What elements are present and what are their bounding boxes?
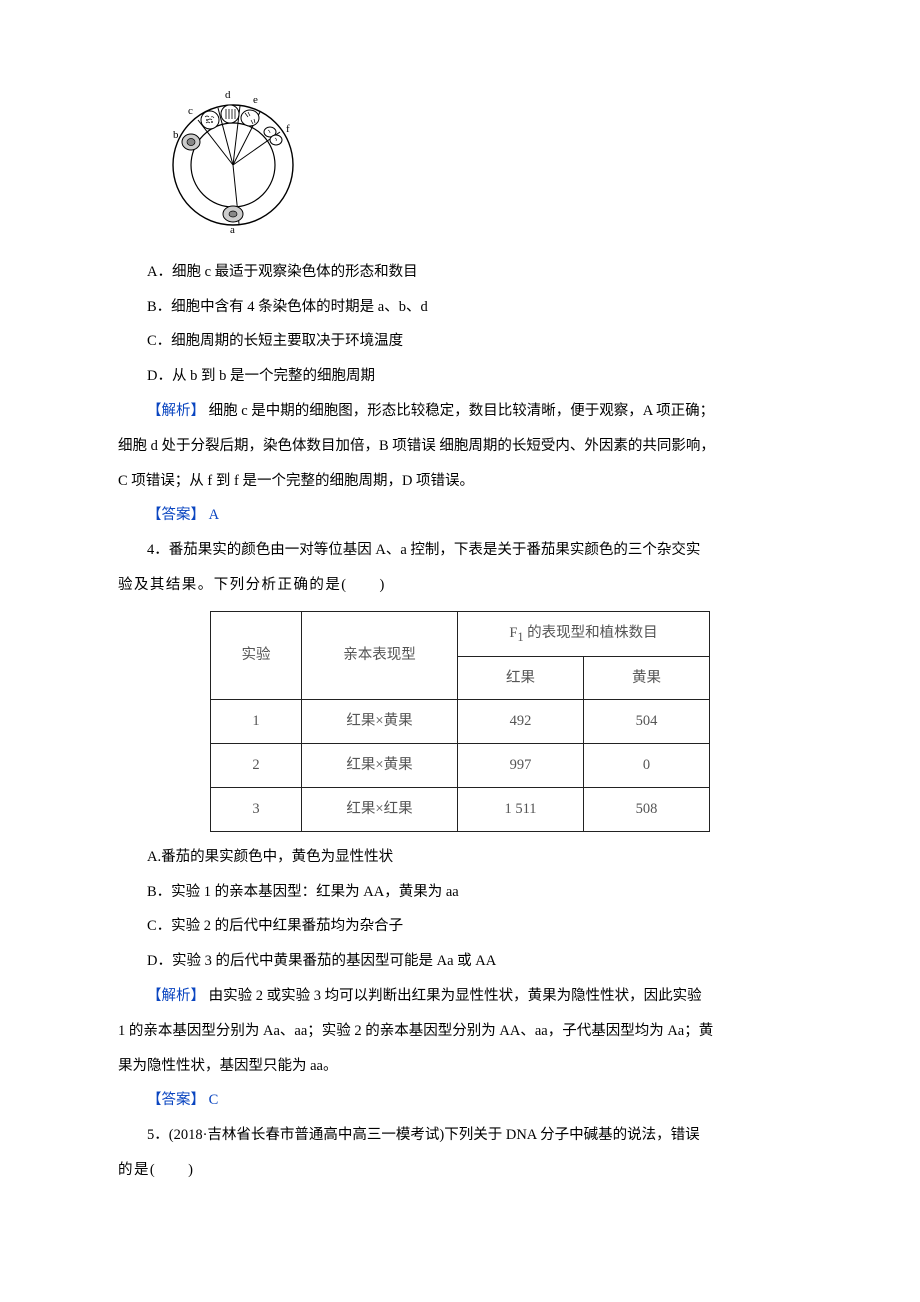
th-red: 红果 bbox=[458, 656, 584, 700]
q3-analysis-line3: C 项错误；从 f 到 f 是一个完整的细胞周期，D 项错误。 bbox=[118, 464, 802, 499]
analysis-text: 细胞 c 是中期的细胞图，形态比较稳定，数目比较清晰，便于观察，A 项正确； bbox=[205, 403, 714, 419]
th-yellow: 黄果 bbox=[584, 656, 710, 700]
label-a: a bbox=[230, 224, 235, 235]
answer-value: A bbox=[205, 507, 219, 523]
cell: 红果×黄果 bbox=[302, 700, 458, 744]
label-d: d bbox=[225, 90, 231, 101]
th-exp: 实验 bbox=[211, 611, 302, 700]
cell: 504 bbox=[584, 700, 710, 744]
cell: 0 bbox=[584, 744, 710, 788]
cell: 3 bbox=[211, 788, 302, 832]
q3-option-d: D．从 b 到 b 是一个完整的细胞周期 bbox=[118, 359, 802, 394]
th-f1-rest: 的表现型和植株数目 bbox=[524, 625, 658, 641]
label-c: c bbox=[188, 105, 193, 117]
q4-option-b: B．实验 1 的亲本基因型：红果为 AA，黄果为 aa bbox=[118, 875, 802, 910]
q4-option-a: A.番茄的果实颜色中，黄色为显性性状 bbox=[118, 840, 802, 875]
table-row: 3 红果×红果 1 511 508 bbox=[211, 788, 710, 832]
q4-analysis-line3: 果为隐性性状，基因型只能为 aa。 bbox=[118, 1049, 802, 1084]
q4-analysis-line2: 1 的亲本基因型分别为 Aa、aa；实验 2 的亲本基因型分别为 AA、aa，子… bbox=[118, 1014, 802, 1049]
analysis-label: 【解析】 bbox=[147, 403, 205, 419]
q4-option-d: D．实验 3 的后代中黄果番茄的基因型可能是 Aa 或 AA bbox=[118, 944, 802, 979]
q4-answer: 【答案】 C bbox=[118, 1083, 802, 1118]
th-parent: 亲本表现型 bbox=[302, 611, 458, 700]
q4-option-c: C．实验 2 的后代中红果番茄均为杂合子 bbox=[118, 909, 802, 944]
cell: 997 bbox=[458, 744, 584, 788]
q3-option-b: B．细胞中含有 4 条染色体的时期是 a、b、d bbox=[118, 290, 802, 325]
cell: 2 bbox=[211, 744, 302, 788]
q5-stem-line2: 的是( ) bbox=[118, 1153, 802, 1188]
table-row: 实验 亲本表现型 F1 的表现型和植株数目 bbox=[211, 611, 710, 656]
answer-value: C bbox=[205, 1092, 218, 1108]
analysis-label: 【解析】 bbox=[147, 988, 205, 1004]
label-f: f bbox=[286, 123, 290, 135]
q3-analysis-line1: 【解析】 细胞 c 是中期的细胞图，形态比较稳定，数目比较清晰，便于观察，A 项… bbox=[118, 394, 802, 429]
answer-label: 【答案】 bbox=[147, 507, 205, 523]
cell: 1 bbox=[211, 700, 302, 744]
table-row: 2 红果×黄果 997 0 bbox=[211, 744, 710, 788]
q4-stem-text: 验及其结果。下列分析正确的是( ) bbox=[118, 577, 386, 593]
q3-analysis-line2: 细胞 d 处于分裂后期，染色体数目加倍，B 项错误 细胞周期的长短受内、外因素的… bbox=[118, 429, 802, 464]
th-f1: F1 的表现型和植株数目 bbox=[458, 611, 710, 656]
cell: 红果×红果 bbox=[302, 788, 458, 832]
figure-svg: a b c d e f bbox=[158, 90, 308, 235]
cell: 492 bbox=[458, 700, 584, 744]
cell: 1 511 bbox=[458, 788, 584, 832]
label-e: e bbox=[253, 94, 258, 106]
cross-experiment-table: 实验 亲本表现型 F1 的表现型和植株数目 红果 黄果 1 红果×黄果 492 … bbox=[210, 611, 710, 832]
q3-option-c: C．细胞周期的长短主要取决于环境温度 bbox=[118, 324, 802, 359]
q4-analysis-line1: 【解析】 由实验 2 或实验 3 均可以判断出红果为显性性状，黄果为隐性性状，因… bbox=[118, 979, 802, 1014]
answer-label: 【答案】 bbox=[147, 1092, 205, 1108]
cell: 508 bbox=[584, 788, 710, 832]
q5-stem-text: 的是( ) bbox=[118, 1162, 194, 1178]
q3-answer: 【答案】 A bbox=[118, 498, 802, 533]
q4-stem-line1: 4．番茄果实的颜色由一对等位基因 A、a 控制，下表是关于番茄果实颜色的三个杂交… bbox=[118, 533, 802, 568]
cell: 红果×黄果 bbox=[302, 744, 458, 788]
table-row: 1 红果×黄果 492 504 bbox=[211, 700, 710, 744]
cell-cycle-figure: a b c d e f bbox=[158, 90, 802, 249]
label-b: b bbox=[173, 129, 179, 141]
analysis-text: 由实验 2 或实验 3 均可以判断出红果为显性性状，黄果为隐性性状，因此实验 bbox=[205, 988, 702, 1004]
q4-stem-line2: 验及其结果。下列分析正确的是( ) bbox=[118, 568, 802, 603]
q3-option-a: A．细胞 c 最适于观察染色体的形态和数目 bbox=[118, 255, 802, 290]
q5-stem-line1: 5．(2018·吉林省长春市普通高中高三一模考试)下列关于 DNA 分子中碱基的… bbox=[118, 1118, 802, 1153]
